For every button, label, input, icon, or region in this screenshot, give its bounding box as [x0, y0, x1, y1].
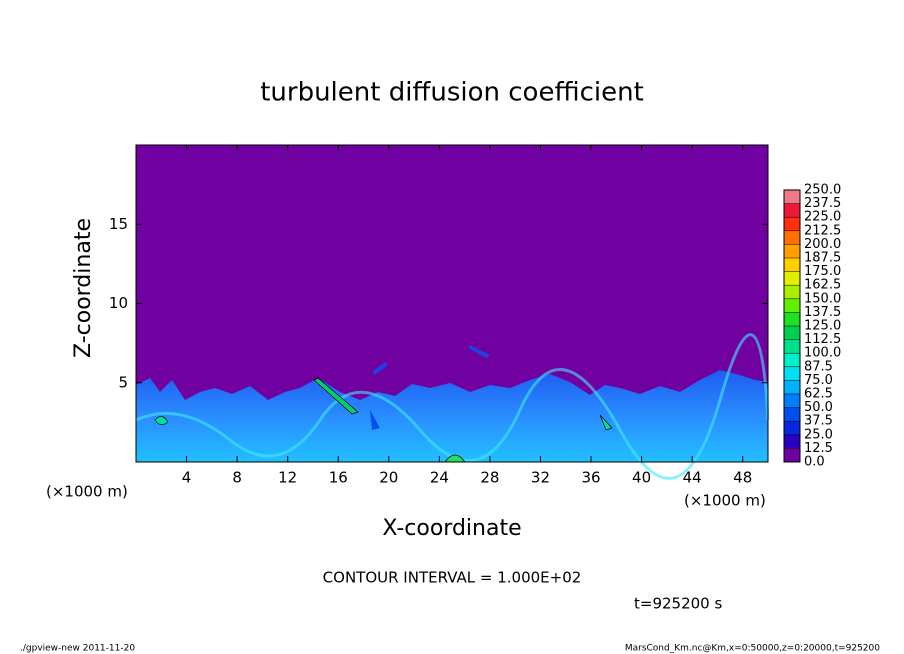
x-tick-label: 48 — [733, 469, 752, 487]
colorbar-label: 162.5 — [804, 278, 841, 293]
field-streak — [468, 345, 490, 358]
field-turbulent-region — [136, 370, 768, 462]
x-tick-label: 36 — [581, 469, 600, 487]
footer-left: ./gpview-new 2011-11-20 — [20, 644, 135, 654]
x-tick-label: 28 — [480, 469, 499, 487]
x-tick-label: 4 — [182, 469, 192, 487]
y-axis-label: Z-coordinate — [71, 218, 96, 358]
field-streak — [154, 416, 169, 425]
colorbar-label: 175.0 — [804, 264, 841, 279]
colorbar-cell — [784, 421, 800, 435]
field-streak — [135, 333, 770, 480]
colorbar-label: 12.5 — [804, 441, 833, 456]
colorbar-cell — [784, 326, 800, 340]
x-tick-label: 20 — [379, 469, 398, 487]
x-tick-label: 8 — [232, 469, 242, 487]
colorbar-label: 150.0 — [804, 291, 841, 306]
x-tick-label: 12 — [278, 469, 297, 487]
colorbar-label: 137.5 — [804, 305, 841, 320]
contour-interval: CONTOUR INTERVAL = 1.000E+02 — [323, 569, 582, 587]
x-tick-label: 44 — [683, 469, 702, 487]
plot-area — [135, 144, 770, 480]
x-tick-label: 32 — [531, 469, 550, 487]
field-streak — [599, 414, 613, 431]
x-axis-label: X-coordinate — [382, 516, 521, 541]
colorbar-label: 225.0 — [804, 210, 841, 225]
x-unit-label: (×1000 m) — [46, 483, 128, 501]
colorbar-cell — [784, 353, 800, 367]
colorbar-label: 237.5 — [804, 196, 841, 211]
colorbar-label: 250.0 — [804, 183, 841, 198]
colorbar-label: 37.5 — [804, 414, 833, 429]
colorbar-label: 125.0 — [804, 319, 841, 334]
colorbar-cell — [784, 271, 800, 286]
colorbar-label: 0.0 — [804, 455, 825, 470]
colorbar-label: 50.0 — [804, 400, 833, 415]
time-label: t=925200 s — [634, 595, 722, 613]
colorbar-cell — [784, 339, 800, 354]
field-streak — [313, 377, 359, 415]
colorbar-label: 112.5 — [804, 332, 841, 347]
colorbar-cell — [784, 312, 800, 326]
colorbar-label: 212.5 — [804, 223, 841, 238]
y-tick-label: 10 — [109, 294, 128, 312]
colorbar-cell — [784, 407, 800, 422]
colorbar-label: 87.5 — [804, 359, 833, 374]
field-streak — [370, 410, 380, 430]
colorbar-cell — [784, 394, 800, 408]
colorbar-cell — [784, 203, 800, 218]
colorbar-cell — [784, 258, 800, 272]
colorbar-cell — [784, 285, 800, 299]
colorbar-cell — [784, 217, 800, 231]
x-unit-label: (×1000 m) — [684, 492, 766, 510]
colorbar-label: 62.5 — [804, 387, 833, 402]
colorbar-cell — [784, 366, 800, 381]
chart-title: turbulent diffusion coefficient — [260, 78, 644, 108]
colorbar-cell — [784, 380, 800, 394]
colorbar-label: 187.5 — [804, 251, 841, 266]
y-tick-label: 5 — [118, 373, 128, 391]
footer-right: MarsCond_Km.nc@Km,x=0:50000,z=0:20000,t=… — [625, 644, 880, 654]
colorbar-label: 200.0 — [804, 237, 841, 252]
colorbar-cell — [784, 230, 800, 245]
x-tick-label: 24 — [430, 469, 449, 487]
colorbar-label: 75.0 — [804, 373, 833, 388]
colorbar-cell — [784, 434, 800, 449]
colorbar-label: 100.0 — [804, 346, 841, 361]
x-tick-label: 16 — [329, 469, 348, 487]
colorbar-cell — [784, 448, 800, 462]
colorbar-label: 25.0 — [804, 427, 833, 442]
colorbar-cell — [784, 244, 800, 258]
x-tick-label: 40 — [632, 469, 651, 487]
field-streak — [372, 362, 388, 375]
y-tick-label: 15 — [109, 215, 128, 233]
colorbar-cell — [784, 298, 800, 313]
colorbar-cell — [784, 190, 800, 204]
